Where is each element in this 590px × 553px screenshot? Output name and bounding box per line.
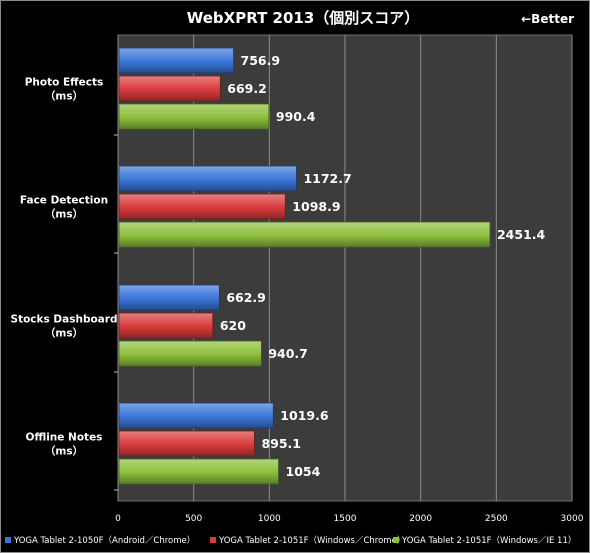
value-label: 1054 — [286, 464, 321, 479]
bars — [118, 47, 491, 485]
bar-series-2-category-1 — [118, 75, 221, 102]
legend-entry: YOGA Tablet 2-1050F（Android／Chrome） — [13, 535, 195, 546]
value-label: 669.2 — [227, 81, 267, 96]
category-labels: Photo Effects（ms）Face Detection（ms）Stock… — [11, 77, 118, 458]
x-tick-label: 1500 — [334, 514, 357, 524]
bar-series-1-category-2 — [118, 165, 297, 192]
better-annotation: ←Better — [521, 12, 574, 26]
legend-swatch — [210, 537, 216, 543]
category-label: Stocks Dashboard — [11, 314, 118, 326]
bar-series-1-category-1 — [118, 47, 234, 74]
category-label: Photo Effects — [25, 77, 104, 89]
value-label: 620 — [220, 318, 246, 333]
category-label: Face Detection — [20, 195, 108, 207]
x-tick-label: 3000 — [561, 514, 584, 524]
legend-swatch — [393, 537, 399, 543]
chart-title: WebXPRT 2013（個別スコア） — [187, 9, 420, 27]
legend-swatch — [5, 537, 11, 543]
value-label: 940.7 — [268, 346, 308, 361]
bar-series-2-category-3 — [118, 312, 214, 339]
bar-series-3-category-4 — [118, 458, 279, 485]
legend-entry: YOGA Tablet 2-1051F（Windows／IE 11） — [401, 535, 576, 546]
bar-series-3-category-1 — [118, 103, 270, 130]
x-axis-tick-labels: 0 500 1000 1500 2000 2500 3000 — [115, 514, 584, 524]
category-label: Offline Notes — [26, 432, 103, 444]
value-label: 1172.7 — [303, 171, 351, 186]
value-label: 2451.4 — [497, 227, 546, 242]
bar-series-3-category-2 — [118, 221, 491, 248]
bar-series-3-category-3 — [118, 340, 262, 367]
legend: YOGA Tablet 2-1050F（Android／Chrome） YOGA … — [5, 535, 576, 546]
x-tick-label: 2500 — [485, 514, 508, 524]
value-label: 895.1 — [261, 436, 301, 451]
x-tick-label: 1000 — [258, 514, 281, 524]
category-label: （ms） — [45, 327, 83, 340]
bar-series-2-category-4 — [118, 430, 255, 457]
x-tick-label: 2000 — [409, 514, 432, 524]
x-tick-label: 0 — [115, 514, 121, 524]
bar-series-2-category-2 — [118, 193, 286, 220]
value-labels: 756.9 1172.7 662.9 1019.6 669.2 1098.9 620 895.… — [220, 53, 546, 479]
value-label: 1019.6 — [280, 408, 329, 423]
bar-series-1-category-4 — [118, 402, 274, 429]
category-label: （ms） — [45, 208, 83, 221]
bar-series-1-category-3 — [118, 284, 220, 311]
value-label: 990.4 — [276, 109, 316, 124]
category-label: （ms） — [45, 90, 83, 103]
x-tick-label: 500 — [185, 514, 202, 524]
legend-entry: YOGA Tablet 2-1051F（Windows／Chrome） — [218, 535, 405, 546]
value-label: 1098.9 — [292, 199, 340, 214]
value-label: 662.9 — [226, 290, 266, 305]
value-label: 756.9 — [241, 53, 281, 68]
category-label: （ms） — [45, 445, 83, 458]
